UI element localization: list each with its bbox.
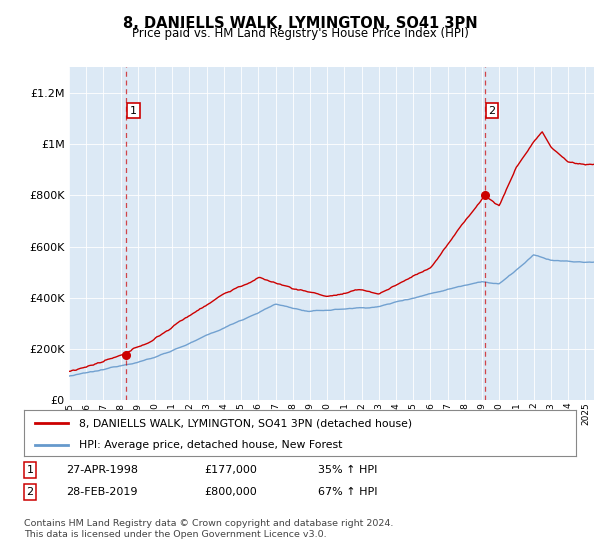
Text: 28-FEB-2019: 28-FEB-2019 bbox=[66, 487, 137, 497]
Text: £800,000: £800,000 bbox=[204, 487, 257, 497]
Text: 27-APR-1998: 27-APR-1998 bbox=[66, 465, 138, 475]
Text: 35% ↑ HPI: 35% ↑ HPI bbox=[318, 465, 377, 475]
Text: 8, DANIELLS WALK, LYMINGTON, SO41 3PN (detached house): 8, DANIELLS WALK, LYMINGTON, SO41 3PN (d… bbox=[79, 418, 412, 428]
Text: 2: 2 bbox=[26, 487, 34, 497]
Text: 1: 1 bbox=[130, 105, 137, 115]
Text: 8, DANIELLS WALK, LYMINGTON, SO41 3PN: 8, DANIELLS WALK, LYMINGTON, SO41 3PN bbox=[122, 16, 478, 31]
Text: Price paid vs. HM Land Registry's House Price Index (HPI): Price paid vs. HM Land Registry's House … bbox=[131, 27, 469, 40]
Text: 1: 1 bbox=[26, 465, 34, 475]
Text: 2: 2 bbox=[488, 105, 496, 115]
Text: Contains HM Land Registry data © Crown copyright and database right 2024.
This d: Contains HM Land Registry data © Crown c… bbox=[24, 519, 394, 539]
Text: HPI: Average price, detached house, New Forest: HPI: Average price, detached house, New … bbox=[79, 440, 343, 450]
Text: 67% ↑ HPI: 67% ↑ HPI bbox=[318, 487, 377, 497]
Text: £177,000: £177,000 bbox=[204, 465, 257, 475]
